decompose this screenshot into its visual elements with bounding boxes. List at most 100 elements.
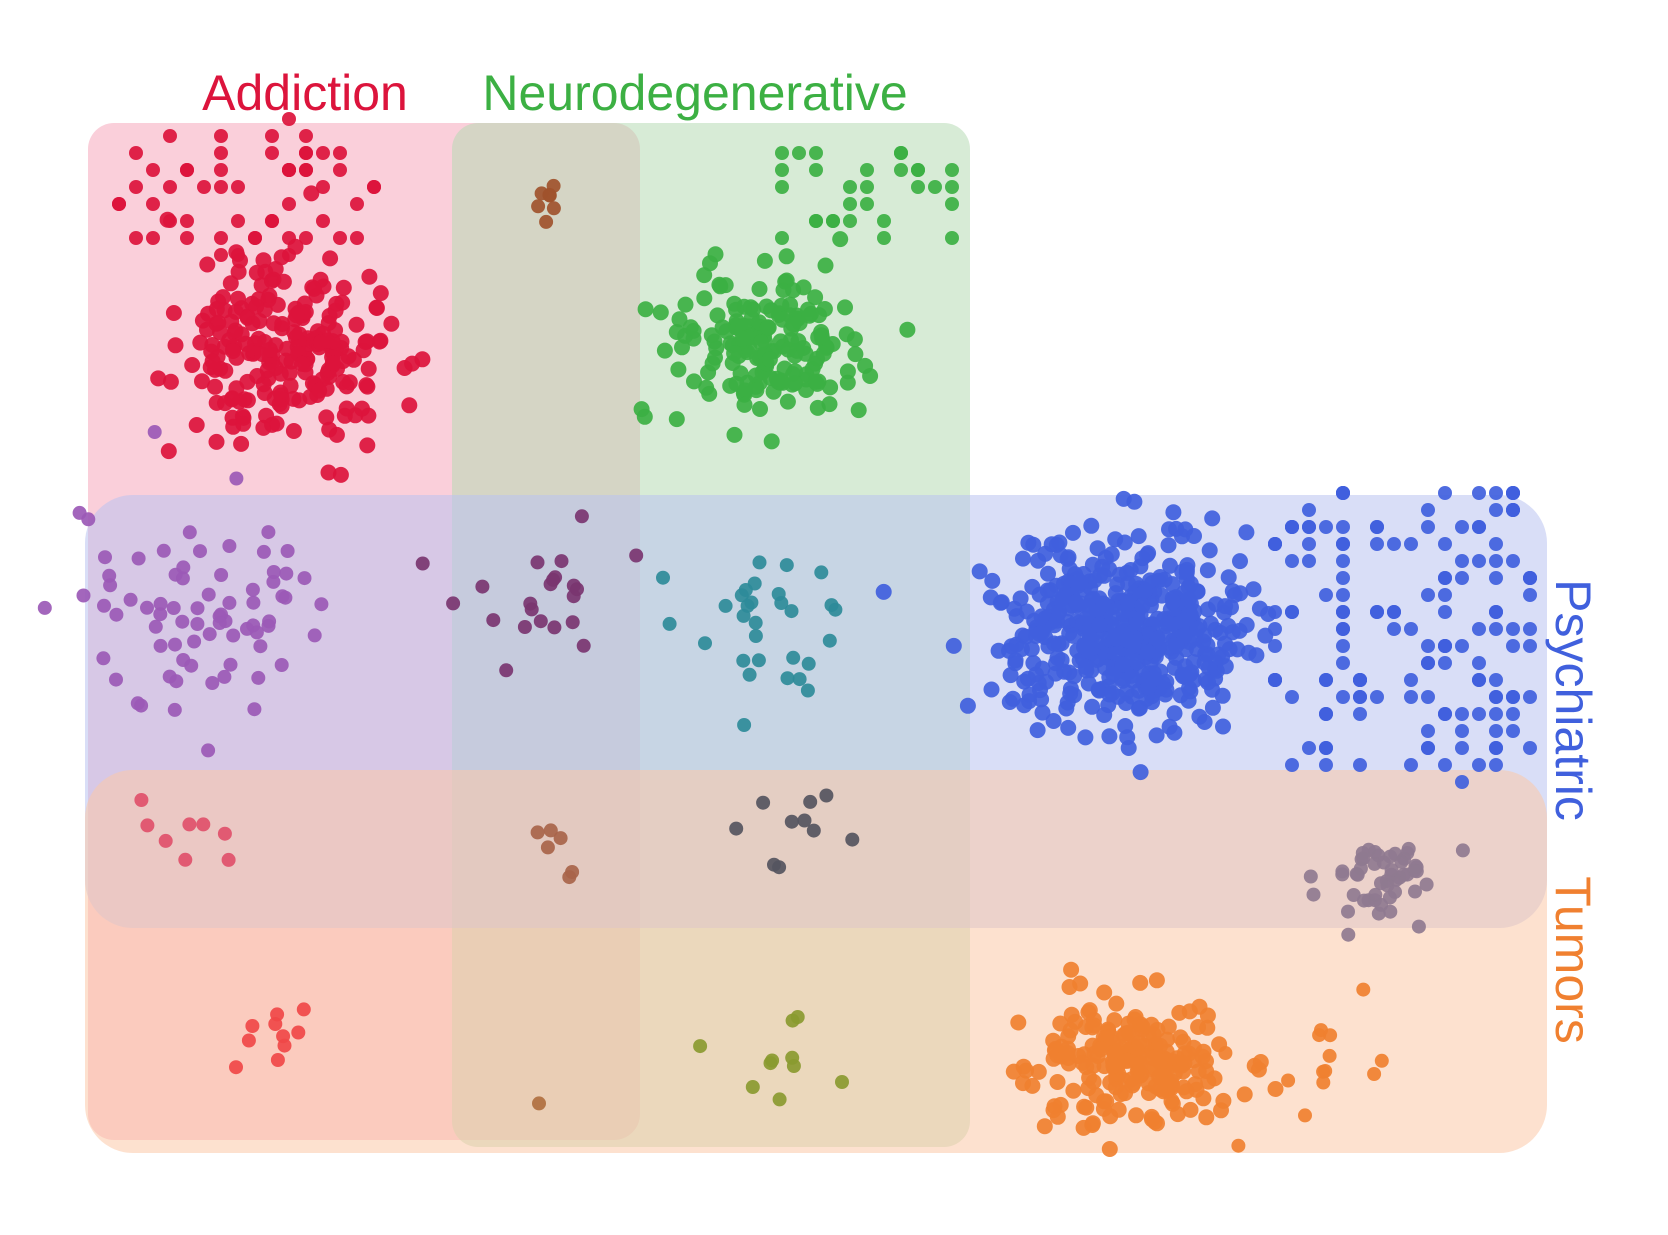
gene-node: [1174, 563, 1191, 580]
gene-node: [899, 321, 916, 338]
gene-node: [286, 324, 303, 341]
gene-node: [804, 361, 821, 377]
gene-node: [786, 650, 801, 665]
gene-node: [72, 505, 87, 520]
gene-node: [265, 146, 279, 160]
gene-node: [806, 823, 821, 838]
gene-node: [129, 180, 143, 194]
gene-node: [765, 383, 782, 400]
gene-node: [129, 231, 143, 245]
gene-node: [1489, 741, 1503, 755]
gene-node: [787, 375, 803, 392]
gene-node: [809, 163, 823, 177]
node-cluster-addiction-only: [150, 185, 431, 483]
gene-node: [275, 273, 292, 290]
gene-node: [636, 408, 653, 425]
gene-node: [1131, 1034, 1148, 1051]
gene-node: [153, 638, 168, 653]
gene-node: [1438, 571, 1452, 585]
gene-node: [1217, 598, 1234, 615]
node-cluster-tumors-only: [1218, 982, 1389, 1153]
gene-node: [1245, 581, 1262, 598]
gene-node: [207, 378, 223, 395]
gene-node: [1341, 927, 1356, 942]
gene-node: [291, 1025, 306, 1040]
gene-node: [877, 214, 891, 228]
gene-node: [696, 267, 713, 284]
gene-node: [779, 558, 794, 573]
node-cluster-addiction-neuro-psychiatric: [415, 509, 644, 678]
gene-node: [797, 813, 812, 828]
gene-node: [539, 214, 554, 229]
gene-node: [299, 231, 313, 245]
gene-node: [1489, 758, 1503, 772]
gene-node: [1045, 1050, 1062, 1067]
gene-node: [1165, 593, 1181, 610]
gene-node: [1045, 1102, 1062, 1119]
gene-node: [1506, 639, 1520, 653]
gene-node: [288, 307, 305, 324]
gene-node: [726, 426, 743, 443]
gene-node: [1489, 605, 1503, 619]
gene-node: [188, 417, 205, 433]
gene-node: [726, 295, 743, 312]
gene-node: [320, 464, 337, 481]
gene-node: [274, 658, 289, 672]
gene-node: [1472, 554, 1486, 568]
gene-node: [850, 402, 867, 419]
gene-node: [801, 307, 818, 324]
gene-node: [130, 696, 145, 711]
gene-node: [248, 231, 262, 245]
gene-node: [223, 391, 240, 408]
gene-node: [1302, 503, 1316, 517]
gene-node: [267, 261, 284, 277]
gene-node: [1108, 995, 1125, 1012]
gene-node: [1198, 1063, 1215, 1079]
gene-node: [1438, 656, 1452, 670]
gene-node: [983, 681, 1000, 698]
gene-node: [383, 315, 400, 332]
gene-node: [158, 833, 173, 848]
gene-node: [1421, 724, 1435, 738]
gene-node: [1067, 1013, 1084, 1030]
gene-node: [768, 370, 785, 387]
gene-node: [1083, 517, 1100, 534]
gene-node: [1336, 486, 1350, 500]
gene-node: [894, 163, 908, 177]
gene-node: [1472, 673, 1486, 687]
gene-node: [150, 370, 167, 387]
gene-node: [415, 556, 430, 571]
gene-node: [1051, 603, 1068, 620]
gene-node: [1489, 486, 1503, 500]
gene-node: [1002, 667, 1019, 684]
gene-node: [546, 201, 561, 216]
gene-node: [911, 163, 925, 177]
gene-node: [1176, 627, 1193, 644]
gene-node: [1302, 554, 1316, 568]
gene-node: [233, 435, 250, 452]
gene-node: [222, 539, 237, 553]
gene-node: [202, 627, 217, 642]
gene-node: [1404, 673, 1418, 687]
gene-node: [784, 814, 799, 829]
gene-node: [726, 345, 743, 362]
gene-node: [809, 146, 823, 160]
gene-node: [1374, 1053, 1389, 1068]
gene-node: [753, 334, 769, 351]
gene-node: [877, 231, 891, 245]
node-cluster-neurodegenerative-only: [775, 146, 959, 245]
gene-node: [1374, 876, 1388, 891]
gene-node: [945, 231, 959, 245]
gene-node: [1148, 972, 1165, 989]
gene-node: [1336, 605, 1350, 619]
node-cluster-addiction-neuro-tumors: [532, 1096, 546, 1111]
gene-node: [1076, 639, 1092, 656]
gene-node: [845, 832, 860, 847]
gene-node: [1506, 724, 1520, 738]
gene-node: [1238, 524, 1255, 541]
gene-node: [1336, 622, 1350, 636]
gene-node: [265, 315, 282, 332]
gene-node: [278, 590, 293, 605]
gene-node: [199, 321, 215, 338]
gene-node: [197, 180, 211, 194]
